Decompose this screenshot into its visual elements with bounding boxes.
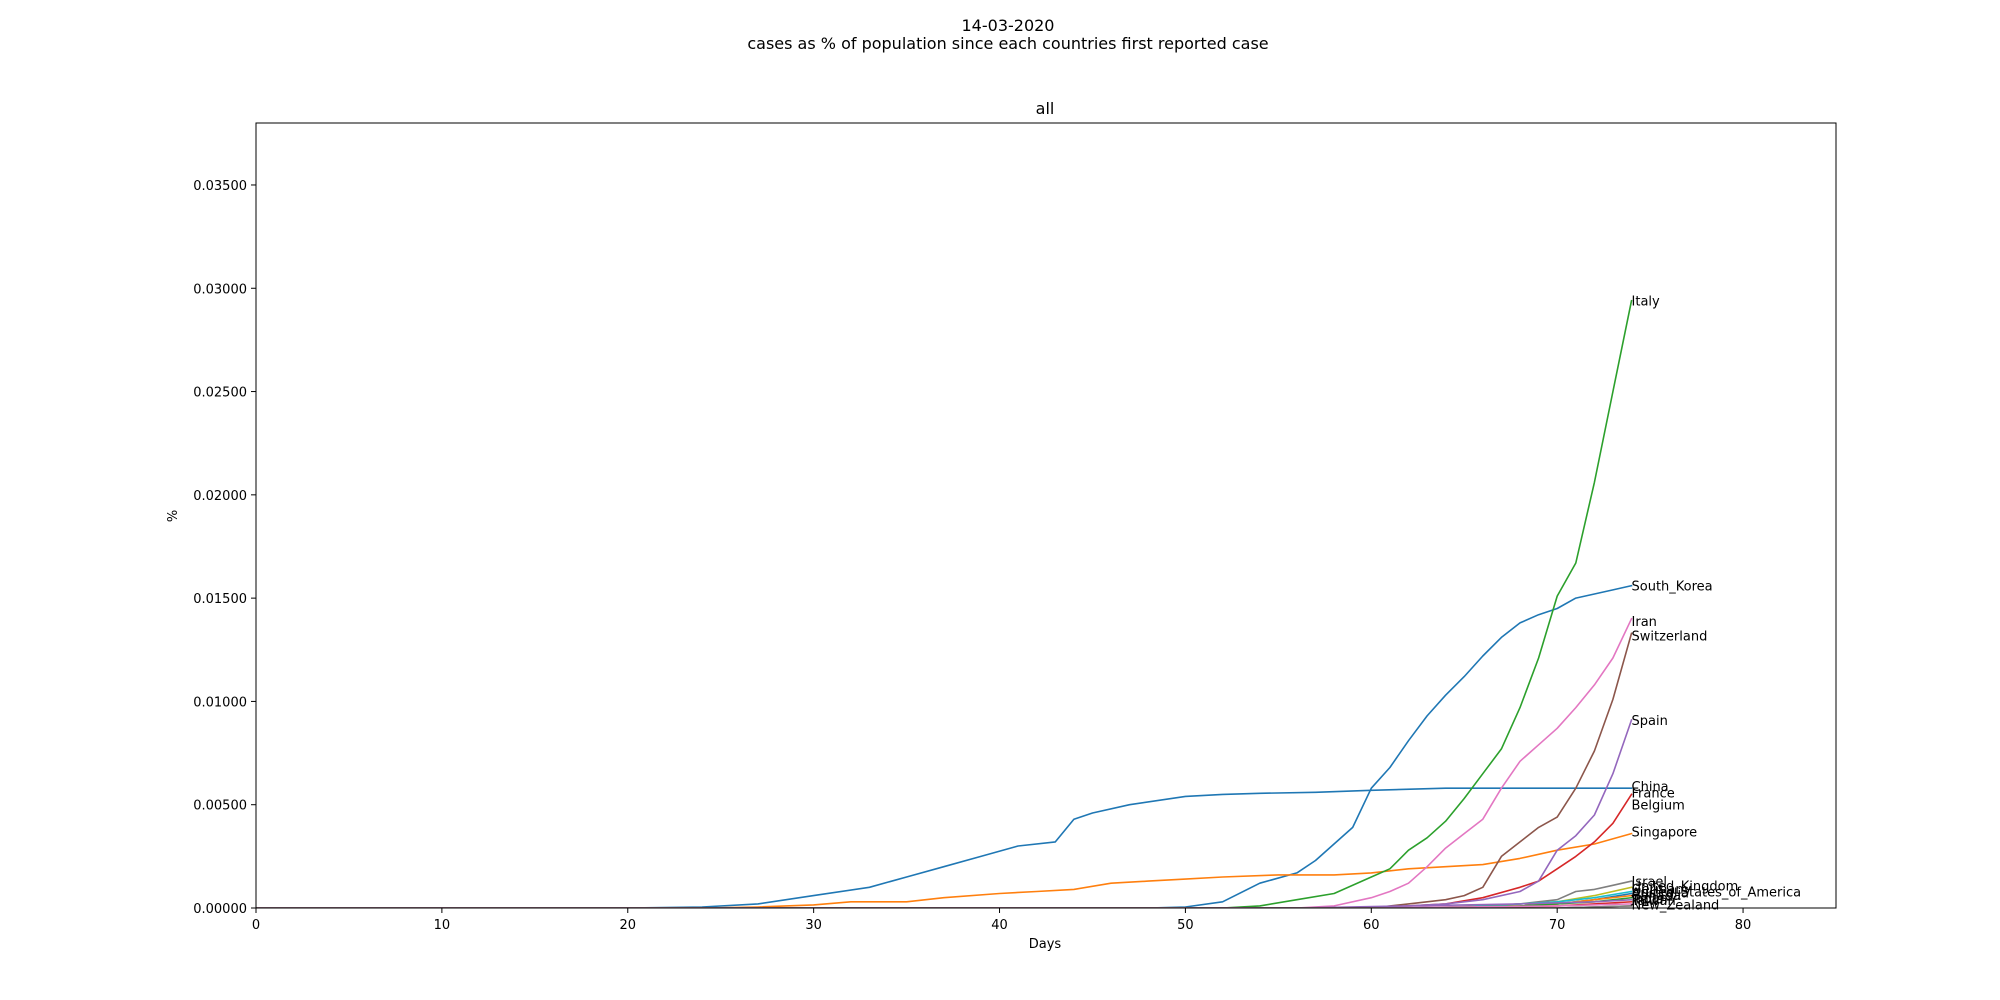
y-tick-label: 0.00000 (193, 902, 247, 917)
x-tick-label: 20 (619, 918, 636, 933)
end-label-belgium: Belgium (1632, 799, 1685, 814)
end-label-iran: Iran (1632, 615, 1657, 630)
figure-suptitle-date: 14-03-2020 (962, 16, 1055, 35)
end-label-india: India (1632, 893, 1664, 908)
y-tick-label: 0.02000 (193, 489, 247, 504)
end-label-italy: Italy (1632, 295, 1661, 310)
x-tick-label: 30 (805, 918, 822, 933)
end-label-canada: Canada (1632, 889, 1681, 904)
x-tick-label: 80 (1735, 918, 1752, 933)
series-line-singapore (256, 832, 1633, 908)
series-line-belgium (256, 880, 1633, 908)
plot-frame (255, 122, 1837, 909)
end-label-china: China (1632, 780, 1669, 795)
series-line-taiwan (256, 903, 1633, 908)
end-label-south-korea: South_Korea (1632, 580, 1713, 595)
end-label-germany: Germany (1632, 882, 1692, 897)
x-tick-label: 70 (1549, 918, 1566, 933)
x-tick-label: 40 (991, 918, 1008, 933)
y-tick-label: 0.02500 (193, 386, 247, 401)
y-tick-label: 0.00500 (193, 799, 247, 814)
series-line-france (256, 793, 1633, 908)
series-line-italy (256, 299, 1633, 908)
x-axis-label: Days (1029, 937, 1062, 952)
y-tick-label: 0.01000 (193, 695, 247, 710)
series-line-japan (256, 898, 1633, 908)
y-tick-label: 0.01500 (193, 592, 247, 607)
series-layer (256, 299, 1633, 908)
series-line-new-zealand (256, 905, 1633, 908)
series-line-south-korea (256, 787, 1633, 908)
end-label-united-kingdom: United_Kingdom (1632, 879, 1739, 894)
y-tick-label: 0.03500 (193, 179, 247, 194)
figure-suptitle-description: cases as % of population since each coun… (747, 34, 1268, 53)
series-line-china (256, 584, 1633, 908)
chart-title: all (1036, 99, 1055, 118)
y-axis-label: % (166, 510, 181, 522)
end-label-singapore: Singapore (1632, 826, 1698, 841)
series-line-switzerland (256, 632, 1633, 908)
end-label-switzerland: Switzerland (1632, 629, 1708, 644)
series-line-australia (256, 896, 1633, 908)
y-tick-label: 0.03000 (193, 282, 247, 297)
end-label-spain: Spain (1632, 714, 1668, 729)
x-tick-label: 60 (1363, 918, 1380, 933)
series-line-iran (256, 617, 1633, 908)
end-label-france: France (1632, 786, 1675, 801)
end-label-israel: Israel (1632, 875, 1668, 890)
y-axis: 0.00000 0.00500 0.01000 0.01500 0.02000 0.025… (193, 179, 256, 917)
x-axis: 0 10 20 30 40 50 60 70 80 (252, 908, 1751, 933)
x-tick-label: 10 (434, 918, 451, 933)
end-label-japan: Japan (1631, 891, 1668, 906)
series-line-spain (256, 718, 1633, 908)
end-label-united-states-of-america: United_States_of_America (1632, 885, 1802, 900)
end-label-taiwan: Taiwan (1631, 894, 1676, 909)
end-label-new-zealand: New_Zealand (1632, 899, 1720, 914)
x-tick-label: 50 (1177, 918, 1194, 933)
plot-area (255, 122, 1837, 909)
x-tick-label: 0 (252, 918, 260, 933)
end-label-australia: Australia (1632, 887, 1690, 902)
